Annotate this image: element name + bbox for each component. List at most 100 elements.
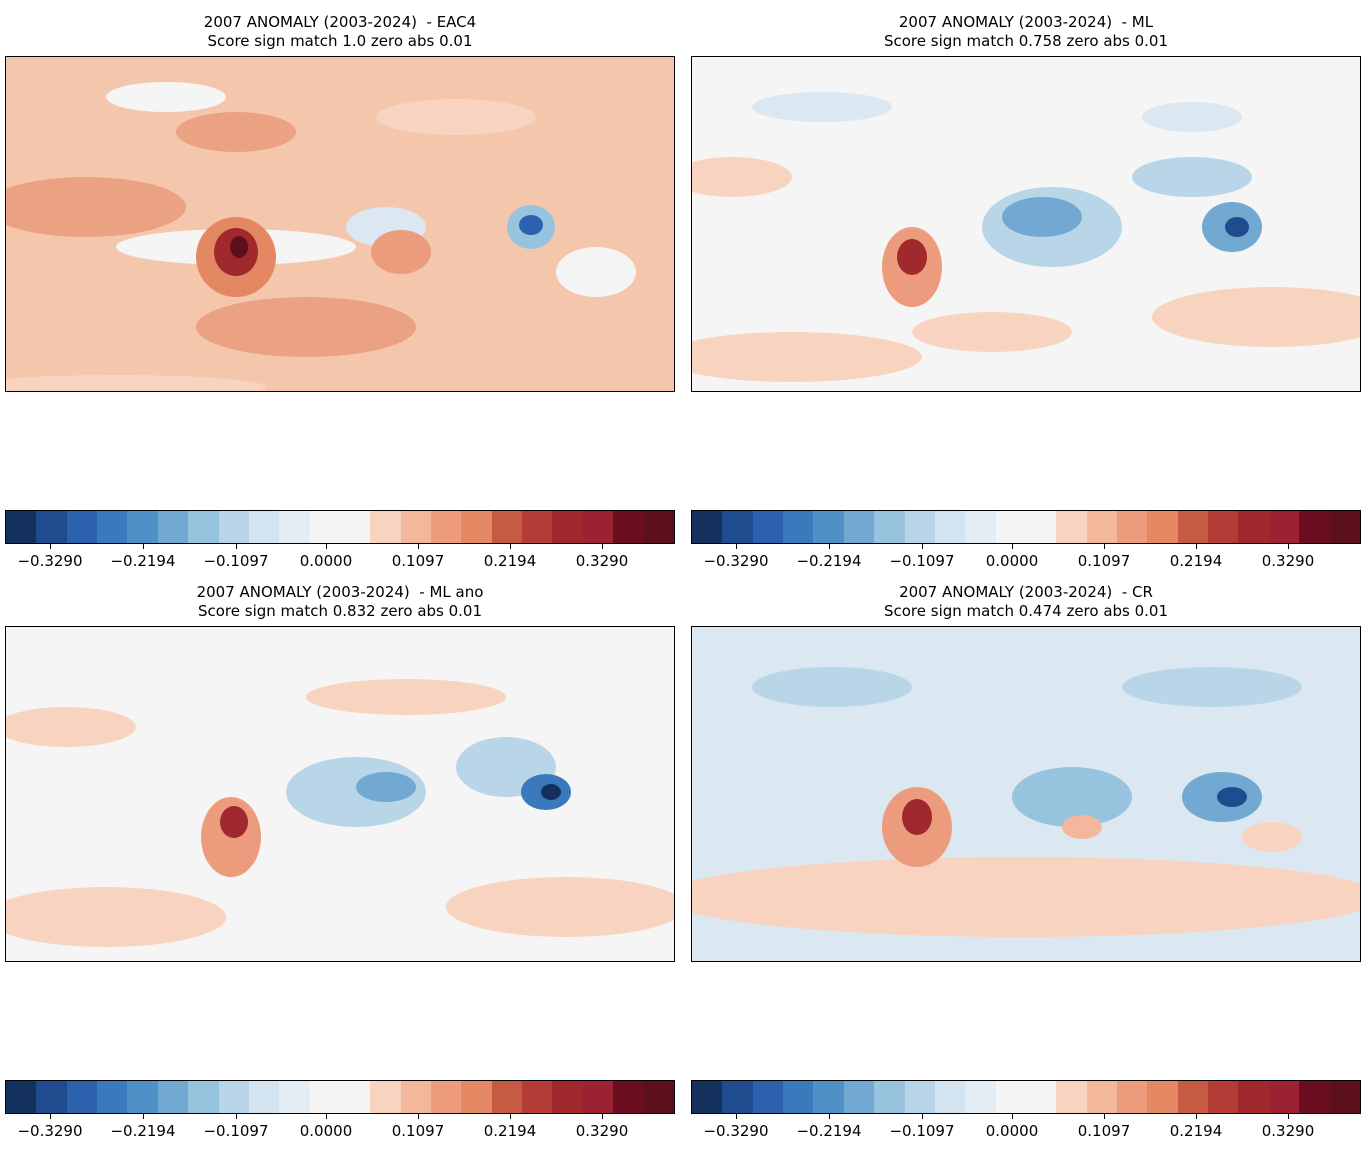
colorbar-tick-label: 0.1097 bbox=[1077, 552, 1131, 570]
colorbar-tick-label: −0.3290 bbox=[703, 552, 769, 570]
colorbar-swatch bbox=[491, 1081, 523, 1113]
colorbar-swatch bbox=[582, 1081, 614, 1113]
colorbar-tick-mark bbox=[736, 544, 737, 549]
colorbar-tick-label: 0.1097 bbox=[391, 552, 445, 570]
colorbar-ml-ano bbox=[5, 1080, 675, 1114]
colorbar-tick-label: 0.0000 bbox=[985, 1122, 1039, 1140]
anomaly-map-ml-ano bbox=[5, 626, 675, 962]
colorbar-swatch bbox=[965, 1081, 996, 1113]
colorbar-swatch bbox=[582, 511, 614, 543]
colorbar-swatch bbox=[522, 1081, 553, 1113]
colorbar-swatch bbox=[1025, 511, 1057, 543]
colorbar-ticks: −0.3290 −0.2194 −0.1097 0.0000 0.1097 0.2194 0… bbox=[691, 544, 1361, 570]
colorbar-tick-label: −0.3290 bbox=[17, 1122, 83, 1140]
colorbar-swatch bbox=[995, 511, 1026, 543]
colorbar-tick-label: 0.3290 bbox=[1261, 1122, 1315, 1140]
colorbar-swatch bbox=[157, 1081, 189, 1113]
colorbar-swatch bbox=[1086, 1081, 1118, 1113]
colorbar-swatch bbox=[613, 511, 644, 543]
colorbar-tick-label: 0.1097 bbox=[391, 1122, 445, 1140]
colorbar-swatch bbox=[1329, 1081, 1360, 1113]
colorbar-swatch bbox=[813, 1081, 844, 1113]
colorbar-swatch bbox=[752, 1081, 784, 1113]
colorbar-swatch bbox=[339, 1081, 371, 1113]
colorbar-swatch bbox=[1086, 511, 1118, 543]
colorbar-swatch bbox=[97, 1081, 128, 1113]
colorbar-tick-label: −0.1097 bbox=[889, 552, 955, 570]
colorbar-ticks: −0.3290 −0.2194 −0.1097 0.0000 0.1097 0.2194 0… bbox=[691, 1114, 1361, 1140]
colorbar-swatch bbox=[783, 511, 814, 543]
colorbar-tick-mark bbox=[236, 1114, 237, 1119]
panel-title: 2007 ANOMALY (2003-2024) - EAC4 Score si… bbox=[5, 13, 675, 51]
colorbar-tick-mark bbox=[1012, 544, 1013, 549]
colorbar-tick-label: −0.1097 bbox=[889, 1122, 955, 1140]
colorbar-tick-label: 0.0000 bbox=[985, 552, 1039, 570]
colorbar-swatch bbox=[643, 1081, 674, 1113]
title-line2: Score sign match 0.832 zero abs 0.01 bbox=[197, 602, 483, 620]
title-line2: Score sign match 0.474 zero abs 0.01 bbox=[883, 602, 1169, 620]
colorbar-tick-mark bbox=[922, 544, 923, 549]
colorbar-swatch bbox=[339, 511, 371, 543]
colorbar-tick-label: −0.2194 bbox=[796, 552, 862, 570]
colorbar-tick-label: 0.0000 bbox=[299, 1122, 353, 1140]
colorbar-tick-mark bbox=[829, 544, 830, 549]
colorbar-tick-mark bbox=[510, 1114, 511, 1119]
colorbar-swatch bbox=[491, 511, 523, 543]
colorbar-tick-mark bbox=[326, 544, 327, 549]
colorbar-tick-mark bbox=[1196, 544, 1197, 549]
colorbar-eac4 bbox=[5, 510, 675, 544]
colorbar-tick-mark bbox=[1104, 544, 1105, 549]
colorbar-swatch bbox=[874, 511, 905, 543]
colorbar-swatch bbox=[248, 1081, 280, 1113]
colorbar-swatch bbox=[1208, 1081, 1239, 1113]
colorbar-swatch bbox=[692, 1081, 723, 1113]
colorbar-swatch bbox=[127, 1081, 158, 1113]
colorbar-tick-label: 0.2194 bbox=[1169, 1122, 1223, 1140]
colorbar-swatch bbox=[461, 1081, 492, 1113]
colorbar-swatch bbox=[1177, 511, 1209, 543]
colorbar-tick-mark bbox=[829, 1114, 830, 1119]
colorbar-swatch bbox=[934, 511, 966, 543]
colorbar-tick-mark bbox=[1288, 1114, 1289, 1119]
colorbar-tick-mark bbox=[418, 1114, 419, 1119]
colorbar-swatch bbox=[1238, 511, 1269, 543]
colorbar-swatch bbox=[188, 1081, 219, 1113]
colorbar-swatch bbox=[1117, 511, 1148, 543]
colorbar-tick-label: −0.2194 bbox=[796, 1122, 862, 1140]
colorbar-swatch bbox=[400, 1081, 432, 1113]
title-line2: Score sign match 0.758 zero abs 0.01 bbox=[883, 32, 1169, 50]
colorbar-ticks: −0.3290 −0.2194 −0.1097 0.0000 0.1097 0.2194 0… bbox=[5, 1114, 675, 1140]
colorbar-swatch bbox=[752, 511, 784, 543]
title-line2: Score sign match 1.0 zero abs 0.01 bbox=[207, 32, 473, 50]
colorbar-swatch bbox=[188, 511, 219, 543]
colorbar-swatch bbox=[431, 511, 462, 543]
colorbar-swatch bbox=[36, 511, 67, 543]
colorbar-tick-label: −0.2194 bbox=[110, 552, 176, 570]
anomaly-map-ml bbox=[691, 56, 1361, 392]
colorbar-tick-mark bbox=[1104, 1114, 1105, 1119]
colorbar-swatch bbox=[722, 1081, 753, 1113]
colorbar-tick-mark bbox=[736, 1114, 737, 1119]
colorbar-swatch bbox=[127, 511, 158, 543]
colorbar-swatch bbox=[722, 511, 753, 543]
colorbar-swatch bbox=[6, 511, 37, 543]
colorbar-ml bbox=[691, 510, 1361, 544]
title-line1: 2007 ANOMALY (2003-2024) - ML bbox=[898, 13, 1154, 31]
colorbar-tick-label: 0.1097 bbox=[1077, 1122, 1131, 1140]
colorbar-swatch bbox=[66, 1081, 98, 1113]
colorbar-tick-label: 0.2194 bbox=[483, 1122, 537, 1140]
colorbar-swatch bbox=[934, 1081, 966, 1113]
colorbar-tick-label: −0.1097 bbox=[203, 1122, 269, 1140]
colorbar-swatch bbox=[1329, 511, 1360, 543]
colorbar-swatch bbox=[1025, 1081, 1057, 1113]
colorbar-tick-label: 0.3290 bbox=[575, 1122, 629, 1140]
colorbar-tick-label: 0.0000 bbox=[299, 552, 353, 570]
colorbar-tick-label: −0.2194 bbox=[110, 1122, 176, 1140]
colorbar-swatch bbox=[218, 1081, 249, 1113]
colorbar-tick-mark bbox=[602, 544, 603, 549]
colorbar-swatch bbox=[1208, 511, 1239, 543]
panel-title: 2007 ANOMALY (2003-2024) - ML Score sign… bbox=[691, 13, 1361, 51]
colorbar-tick-mark bbox=[143, 544, 144, 549]
colorbar-swatch bbox=[874, 1081, 905, 1113]
colorbar-swatch bbox=[461, 511, 492, 543]
